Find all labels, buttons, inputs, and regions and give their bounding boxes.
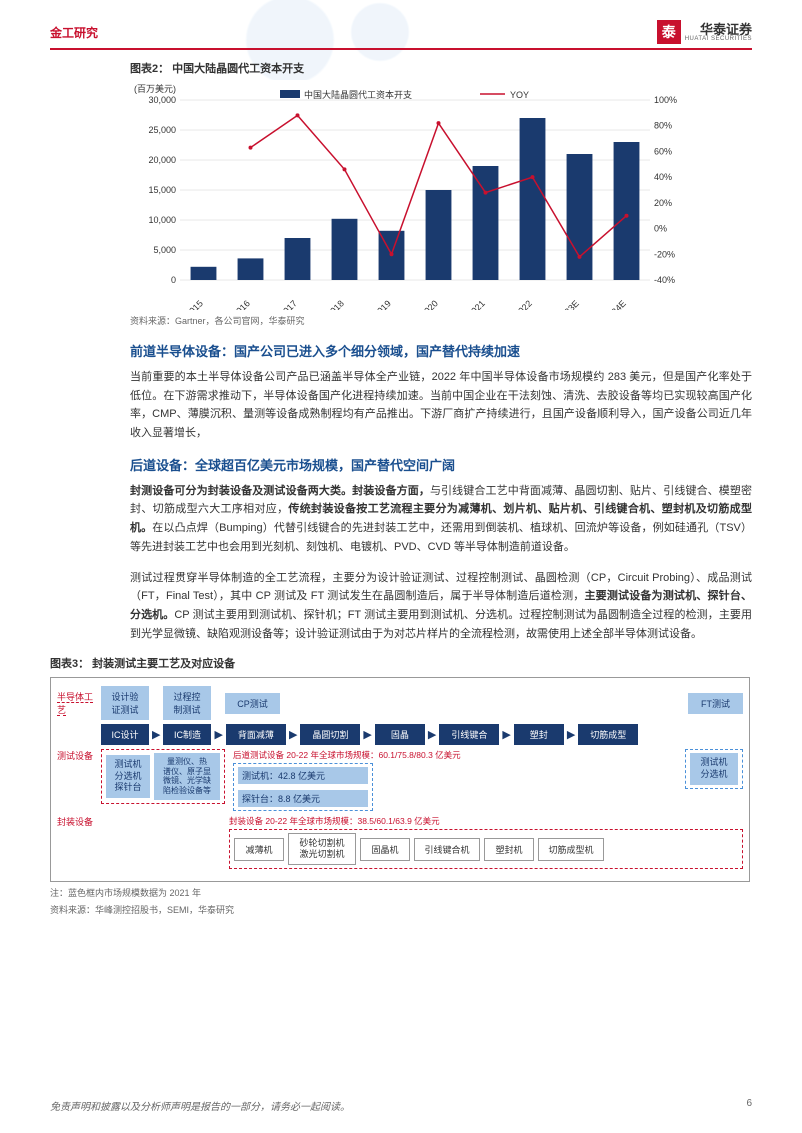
section2-text1: 封测设备可分为封装设备及测试设备两大类。封装设备方面，与引线键合工艺中背面减薄、… — [130, 482, 752, 557]
svg-text:5,000: 5,000 — [153, 245, 176, 255]
header-category: 金工研究 — [50, 24, 98, 41]
flow-thinning: 背面减薄 — [226, 724, 286, 745]
svg-text:10,000: 10,000 — [148, 215, 176, 225]
svg-text:30,000: 30,000 — [148, 95, 176, 105]
footer-disclaimer: 免责声明和披露以及分析师声明是报告的一部分，请务必一起阅读。 — [50, 1098, 350, 1113]
svg-text:2016: 2016 — [231, 298, 252, 310]
diagram-title: 图表3： 封装测试主要工艺及对应设备 — [50, 655, 752, 671]
pkg-box-1: 砂轮切割机 激光切割机 — [288, 833, 356, 865]
svg-text:中国大陆晶圆代工资本开支: 中国大陆晶圆代工资本开支 — [304, 89, 412, 100]
diagram: 半导体工艺 设计验 证测试 过程控 制测试 CP测试 FT测试 IC设计 ▶ I… — [50, 677, 750, 882]
pkg-box-0: 减薄机 — [234, 838, 284, 861]
flow-dicing: 晶圆切割 — [300, 724, 360, 745]
logo-en: HUATAI SECURITIES — [685, 36, 752, 42]
logo-cn: 华泰证券 — [685, 23, 752, 36]
pkg-box-2: 固晶机 — [360, 838, 410, 861]
flow-wirebond: 引线键合 — [439, 724, 499, 745]
arrow-icon: ▶ — [362, 728, 372, 741]
pkg-note: 封装设备 20-22 年全球市场规模：38.5/60.1/63.9 亿美元 — [229, 815, 743, 827]
diagram-source: 资料来源：华峰测控招股书，SEMI，华泰研究 — [50, 903, 752, 916]
pkg-dashed-group: 减薄机 砂轮切割机 激光切割机 固晶机 引线键合机 塑封机 切筋成型机 — [229, 829, 743, 869]
svg-text:2015: 2015 — [184, 298, 205, 310]
chart2: 0 5,000 10,000 15,000 20,000 25,000 30,000 -40%… — [130, 80, 700, 310]
arrow-icon: ▶ — [288, 728, 298, 741]
svg-text:2020: 2020 — [419, 298, 440, 310]
svg-text:25,000: 25,000 — [148, 125, 176, 135]
process-test: 过程控 制测试 — [163, 686, 211, 720]
row-label-pkg: 封装设备 — [57, 815, 99, 828]
arrow-icon: ▶ — [427, 728, 437, 741]
header-logo: 泰 华泰证券 HUATAI SECURITIES — [657, 20, 752, 44]
page-number: 6 — [746, 1098, 752, 1113]
flow-diebond: 固晶 — [375, 724, 425, 745]
svg-text:YOY: YOY — [510, 90, 529, 100]
svg-text:100%: 100% — [654, 95, 677, 105]
flow-trim: 切筋成型 — [578, 724, 638, 745]
pkg-box-4: 塑封机 — [484, 838, 534, 861]
svg-text:20%: 20% — [654, 198, 672, 208]
arrow-icon: ▶ — [213, 728, 223, 741]
logo-icon: 泰 — [657, 20, 681, 44]
svg-text:0%: 0% — [654, 224, 667, 234]
svg-text:2024E: 2024E — [602, 298, 627, 310]
section2-title: 后道设备：全球超百亿美元市场规模，国产替代空间广阔 — [130, 455, 752, 474]
svg-text:2017: 2017 — [278, 298, 299, 310]
test-box2: 量测仪、热 谱仪、原子显 微镜、光学缺 陷检验设备等 — [154, 753, 220, 799]
svg-text:2018: 2018 — [325, 298, 346, 310]
ft-test: FT测试 — [688, 693, 743, 714]
svg-text:2023E: 2023E — [555, 298, 580, 310]
pkg-box-3: 引线键合机 — [414, 838, 480, 861]
svg-text:-20%: -20% — [654, 249, 675, 259]
arrow-icon: ▶ — [566, 728, 576, 741]
back-test-note: 后道测试设备 20-22 年全球市场规模：60.1/75.8/80.3 亿美元 — [233, 749, 683, 761]
svg-text:0: 0 — [171, 275, 176, 285]
section2-text2: 测试过程贯穿半导体制造的全工艺流程，主要分为设计验证测试、过程控制测试、晶圆检测… — [130, 569, 752, 644]
row-label-test: 测试设备 — [57, 749, 99, 762]
flow-mold: 塑封 — [514, 724, 564, 745]
chart2-source: 资料来源：Gartner，各公司官网，华泰研究 — [130, 314, 752, 327]
svg-text:2021: 2021 — [466, 298, 487, 310]
diagram-note: 注：蓝色框内市场规模数据为 2021 年 — [50, 886, 752, 899]
section1-text: 当前重要的本土半导体设备公司产品已涵盖半导体全产业链，2022 年中国半导体设备… — [130, 368, 752, 443]
test-box1: 测试机 分选机 探针台 — [106, 755, 150, 798]
test-box3: 测试机 分选机 — [690, 753, 738, 784]
pkg-box-5: 切筋成型机 — [538, 838, 604, 861]
svg-text:2022: 2022 — [513, 298, 534, 310]
svg-text:20,000: 20,000 — [148, 155, 176, 165]
test-dashed-group: 测试机 分选机 探针台 量测仪、热 谱仪、原子显 微镜、光学缺 陷检验设备等 — [101, 749, 225, 803]
svg-text:40%: 40% — [654, 172, 672, 182]
flow-ic-design: IC设计 — [101, 724, 149, 745]
test-box3-wrap: 测试机 分选机 — [685, 749, 743, 788]
svg-text:-40%: -40% — [654, 275, 675, 285]
svg-text:60%: 60% — [654, 146, 672, 156]
design-test: 设计验 证测试 — [101, 686, 149, 720]
page-header: 金工研究 泰 华泰证券 HUATAI SECURITIES — [50, 20, 752, 50]
arrow-icon: ▶ — [151, 728, 161, 741]
svg-text:80%: 80% — [654, 121, 672, 131]
cp-test: CP测试 — [225, 693, 280, 714]
chart2-title: 图表2： 中国大陆晶圆代工资本开支 — [130, 60, 752, 76]
row-label-process: 半导体工艺 — [57, 690, 99, 716]
svg-text:15,000: 15,000 — [148, 185, 176, 195]
page-footer: 免责声明和披露以及分析师声明是报告的一部分，请务必一起阅读。 6 — [50, 1098, 752, 1113]
svg-text:(百万美元): (百万美元) — [134, 83, 176, 94]
section1-title: 前道半导体设备：国产公司已进入多个细分领域，国产替代持续加速 — [130, 341, 752, 360]
arrow-icon: ▶ — [501, 728, 511, 741]
svg-text:2019: 2019 — [372, 298, 393, 310]
test-values: 测试机：42.8 亿美元 探针台：8.8 亿美元 — [233, 763, 373, 811]
flow-ic-mfg: IC制造 — [163, 724, 211, 745]
